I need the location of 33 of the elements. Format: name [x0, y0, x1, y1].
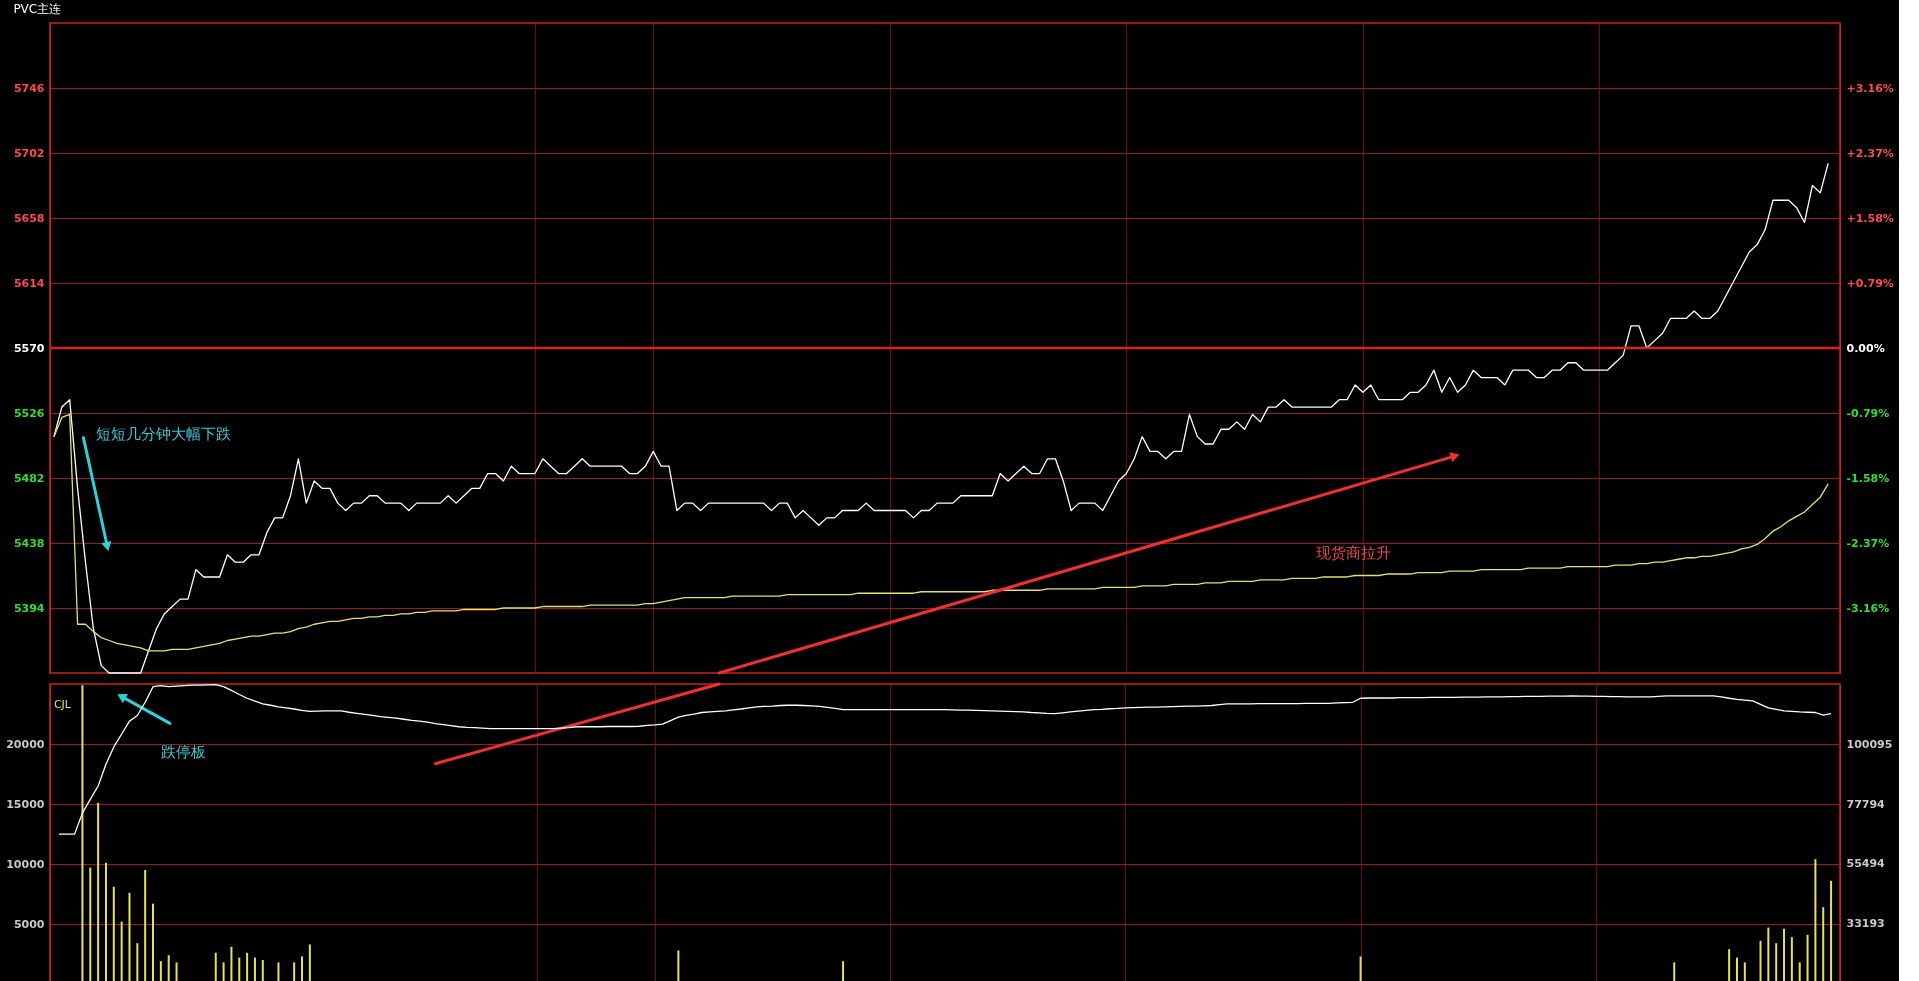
- y2-tick-label: -1.58%: [1846, 471, 1890, 485]
- chart-title: PVC主连: [13, 2, 62, 17]
- y-tick-label: 5526: [13, 406, 45, 420]
- y2-tick-label: 100095: [1846, 737, 1893, 751]
- y2-tick-label: 55494: [1846, 857, 1886, 871]
- y2-tick-label: +0.79%: [1846, 276, 1894, 290]
- y-tick-label: 5000: [13, 917, 45, 931]
- y2-tick-label: +1.58%: [1846, 211, 1894, 225]
- y-tick-label: 5658: [13, 211, 45, 225]
- y2-tick-label: 77794: [1846, 797, 1886, 811]
- y2-tick-label: 33193: [1846, 917, 1885, 931]
- annotation: 短短几分钟大幅下跌: [96, 424, 232, 443]
- y-tick-label: 5438: [13, 536, 45, 550]
- y-tick-label: 5570: [13, 341, 45, 355]
- y-tick-label: 20000: [6, 737, 45, 751]
- y2-tick-label: -3.16%: [1846, 601, 1890, 615]
- y2-tick-label: +2.37%: [1846, 146, 1894, 160]
- y2-tick-label: +3.16%: [1846, 81, 1894, 95]
- annotation: 跌停板: [161, 742, 207, 761]
- y-tick-label: 5746: [13, 81, 45, 95]
- y-tick-label: 5394: [13, 601, 45, 615]
- annotation: 现货商拉升: [1316, 543, 1392, 562]
- y-tick-label: 5614: [13, 276, 45, 290]
- y-tick-label: 5702: [13, 146, 45, 160]
- y2-tick-label: -0.79%: [1846, 406, 1890, 420]
- y-tick-label: 15000: [6, 797, 45, 811]
- line-series: [53, 413, 1829, 652]
- y2-tick-label: 0.00%: [1846, 341, 1885, 355]
- annotation: CJL: [53, 697, 72, 711]
- y2-tick-label: -2.37%: [1846, 536, 1890, 550]
- y-tick-label: 10000: [6, 857, 45, 871]
- y-tick-label: 5482: [13, 471, 45, 485]
- line-series: [53, 162, 1829, 674]
